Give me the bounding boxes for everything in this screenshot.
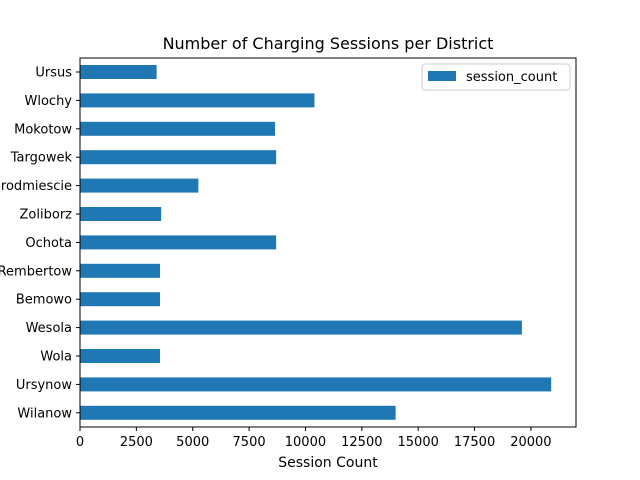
y-tick-label: Ochota	[25, 236, 72, 251]
legend-frame	[421, 63, 571, 91]
bar-rembertow	[80, 263, 161, 278]
legend-label: session_count	[466, 70, 557, 85]
legend-swatch	[428, 71, 456, 81]
chart-title: Number of Charging Sessions per District	[163, 34, 494, 53]
y-tick-label: Zoliborz	[20, 208, 73, 223]
y-tick-label: Wlochy	[25, 94, 73, 109]
x-tick-label: 12500	[341, 435, 382, 450]
y-tick-label: Wesola	[26, 321, 72, 336]
bar-wilanow	[80, 405, 396, 420]
y-axis: Ursus Wlochy Mokotow Targowek Srodmiescie Zol…	[0, 66, 80, 421]
x-axis: 0 2500 5000 7500 10000 12500 15000 17500 20000	[76, 427, 552, 450]
y-tick-label: Ursus	[35, 66, 72, 81]
y-tick-label: Targowek	[10, 151, 73, 166]
bar-mokotow	[80, 121, 276, 136]
x-tick-label: 10000	[285, 435, 326, 450]
bar-zoliborz	[80, 207, 162, 221]
y-tick-label: Wola	[40, 350, 72, 365]
x-tick-label: 5000	[176, 435, 209, 450]
legend: session_count	[421, 63, 571, 91]
bar-wlochy	[80, 93, 315, 108]
y-tick-label: Bemowo	[16, 293, 72, 308]
y-tick-label: Ursynow	[16, 378, 73, 393]
x-tick-label: 17500	[454, 435, 495, 450]
bar-targowek	[80, 150, 277, 165]
x-tick-label: 7500	[233, 435, 266, 450]
plot-frame	[79, 57, 577, 428]
x-tick-label: 15000	[398, 435, 439, 450]
x-tick-label: 2500	[120, 435, 153, 450]
bar-ochota	[80, 235, 277, 250]
y-tick-label: Rembertow	[0, 264, 72, 279]
y-tick-label: Wilanow	[17, 406, 72, 421]
y-tick-label: Mokotow	[14, 122, 72, 137]
bar-ursus	[80, 65, 157, 79]
bars-group	[80, 65, 552, 420]
bar-ursynow	[80, 377, 552, 392]
bar-wesola	[80, 320, 522, 335]
bar-srodmiescie	[80, 178, 199, 193]
bar-wola	[80, 349, 161, 363]
x-tick-label: 0	[76, 435, 84, 450]
x-tick-label: 20000	[510, 435, 551, 450]
x-axis-label: Session Count	[278, 455, 378, 471]
bar-bemowo	[80, 292, 161, 307]
y-tick-label: Srodmiescie	[0, 179, 72, 194]
